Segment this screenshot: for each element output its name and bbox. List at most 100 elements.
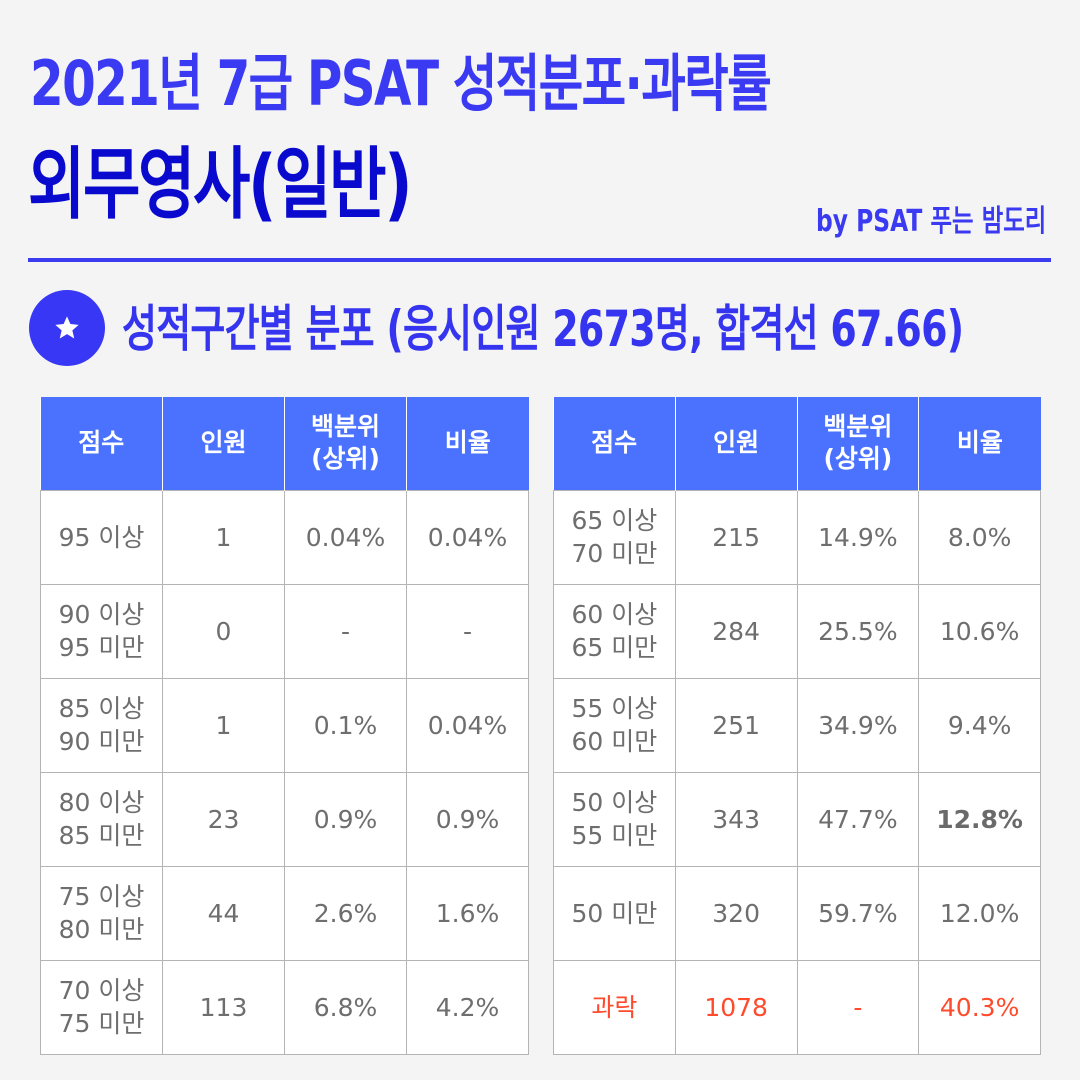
header-score: 점수 (553, 397, 676, 490)
header-percentile-line1: 백분위 (310, 412, 380, 442)
header-percentile-line1: 백분위 (823, 412, 893, 442)
page-title: 2021년 7급 PSAT 성적분포·과락률 (30, 47, 772, 120)
score-line1: 과락 (591, 992, 638, 1022)
table-row: 60 이상 65 미만 284 25.5% 10.6% (553, 583, 1041, 679)
percentile-cell: 0.9% (284, 771, 407, 867)
count-cell: 251 (674, 677, 798, 773)
score-line1: 80 이상 (58, 788, 145, 817)
percentile-cell: 25.5% (796, 583, 920, 679)
count-cell: 320 (674, 865, 798, 961)
count-cell: 23 (162, 771, 285, 867)
score-line1: 90 이상 (58, 600, 145, 629)
count-cell: 44 (162, 865, 285, 961)
score-cell: 85 이상 90 미만 (40, 677, 163, 773)
percentile-cell: 47.7% (796, 771, 920, 867)
score-cell: 75 이상 80 미만 (40, 865, 163, 961)
header-ratio: 비율 (918, 397, 1041, 490)
table-row: 80 이상 85 미만 23 0.9% 0.9% (40, 771, 529, 867)
ratio-cell: 40.3% (918, 959, 1041, 1055)
header-percentile: 백분위 (상위) (284, 397, 407, 490)
header-ratio: 비율 (406, 397, 529, 490)
score-line2: 65 미만 (571, 633, 658, 662)
score-line2: 85 미만 (58, 821, 145, 850)
score-line1: 70 이상 (58, 976, 145, 1005)
ratio-cell: 8.0% (918, 489, 1041, 585)
score-line2: 90 미만 (58, 727, 145, 756)
score-cell: 65 이상 70 미만 (553, 489, 676, 585)
score-line2: 75 미만 (58, 1009, 145, 1038)
header-percentile-line2: (상위) (311, 444, 380, 474)
percentile-cell: 6.8% (284, 959, 407, 1055)
score-cell: 90 이상 95 미만 (40, 583, 163, 679)
star-icon (29, 290, 105, 366)
ratio-cell: 10.6% (918, 583, 1041, 679)
ratio-cell: - (406, 583, 529, 679)
table-row: 50 이상 55 미만 343 47.7% 12.8% (553, 771, 1041, 867)
score-cell: 70 이상 75 미만 (40, 959, 163, 1055)
header-count: 인원 (675, 397, 798, 490)
percentile-cell: 0.1% (284, 677, 407, 773)
ratio-cell: 0.04% (406, 677, 529, 773)
count-cell: 343 (674, 771, 798, 867)
table-row: 70 이상 75 미만 113 6.8% 4.2% (40, 959, 529, 1055)
score-line1: 75 이상 (58, 882, 145, 911)
percentile-cell: 34.9% (796, 677, 920, 773)
score-line1: 55 이상 (571, 694, 658, 723)
table-row: 85 이상 90 미만 1 0.1% 0.04% (40, 677, 529, 773)
table-row: 65 이상 70 미만 215 14.9% 8.0% (553, 489, 1041, 585)
ratio-cell: 0.04% (406, 489, 529, 585)
score-line2: 80 미만 (58, 915, 145, 944)
count-cell: 1 (162, 489, 285, 585)
score-line1: 60 이상 (571, 600, 658, 629)
table-row: 55 이상 60 미만 251 34.9% 9.4% (553, 677, 1041, 773)
percentile-cell: 14.9% (796, 489, 920, 585)
count-cell: 284 (674, 583, 798, 679)
table-row: 95 이상 1 0.04% 0.04% (40, 489, 529, 585)
percentile-cell: - (796, 959, 920, 1055)
ratio-cell: 12.0% (918, 865, 1041, 961)
score-line2: 70 미만 (571, 539, 658, 568)
score-cell: 95 이상 (40, 489, 163, 585)
header-percentile-line2: (상위) (823, 444, 893, 474)
score-cell: 과락 (553, 959, 676, 1055)
table-row: 75 이상 80 미만 44 2.6% 1.6% (40, 865, 529, 961)
score-cell: 50 미만 (553, 865, 676, 961)
percentile-cell: - (284, 583, 407, 679)
percentile-cell: 0.04% (284, 489, 407, 585)
percentile-cell: 59.7% (796, 865, 920, 961)
header-percentile: 백분위 (상위) (797, 397, 920, 490)
star-glyph (55, 316, 79, 339)
table-row: 90 이상 95 미만 0 - - (40, 583, 529, 679)
page-subtitle: 외무영사(일반) (28, 140, 413, 230)
count-cell: 215 (674, 489, 798, 585)
count-cell: 113 (162, 959, 285, 1055)
ratio-cell: 1.6% (406, 865, 529, 961)
ratio-cell-max: 12.8% (918, 771, 1041, 867)
ratio-cell: 0.9% (406, 771, 529, 867)
score-distribution-table-left: 점수 인원 백분위 (상위) 비율 95 이상 1 0.04% 0.04% 90… (40, 397, 529, 1055)
table-header-row: 점수 인원 백분위 (상위) 비율 (553, 397, 1041, 490)
ratio-cell: 4.2% (406, 959, 529, 1055)
score-line1: 85 이상 (58, 694, 145, 723)
score-line2: 95 미만 (58, 633, 145, 662)
score-line2: 60 미만 (571, 727, 658, 756)
score-line1: 50 미만 (571, 898, 658, 928)
score-line1: 65 이상 (571, 506, 658, 535)
score-cell: 60 이상 65 미만 (553, 583, 676, 679)
header-score: 점수 (40, 397, 163, 490)
table-row-fail: 과락 1078 - 40.3% (553, 959, 1041, 1055)
score-distribution-table-right: 점수 인원 백분위 (상위) 비율 65 이상 70 미만 215 14.9% … (553, 397, 1041, 1055)
score-line1: 95 이상 (58, 522, 145, 552)
count-cell: 1078 (674, 959, 798, 1055)
score-line1: 50 이상 (571, 788, 658, 817)
count-cell: 1 (162, 677, 285, 773)
score-line2: 55 미만 (571, 821, 658, 850)
author-byline: by PSAT 푸는 밤도리 (815, 204, 1046, 239)
table-header-row: 점수 인원 백분위 (상위) 비율 (40, 397, 529, 490)
score-cell: 50 이상 55 미만 (553, 771, 676, 867)
percentile-cell: 2.6% (284, 865, 407, 961)
section-heading: 성적구간별 분포 (응시인원 2673명, 합격선 67.66) (122, 300, 964, 358)
ratio-cell: 9.4% (918, 677, 1041, 773)
count-cell: 0 (162, 583, 285, 679)
table-row: 50 미만 320 59.7% 12.0% (553, 865, 1041, 961)
